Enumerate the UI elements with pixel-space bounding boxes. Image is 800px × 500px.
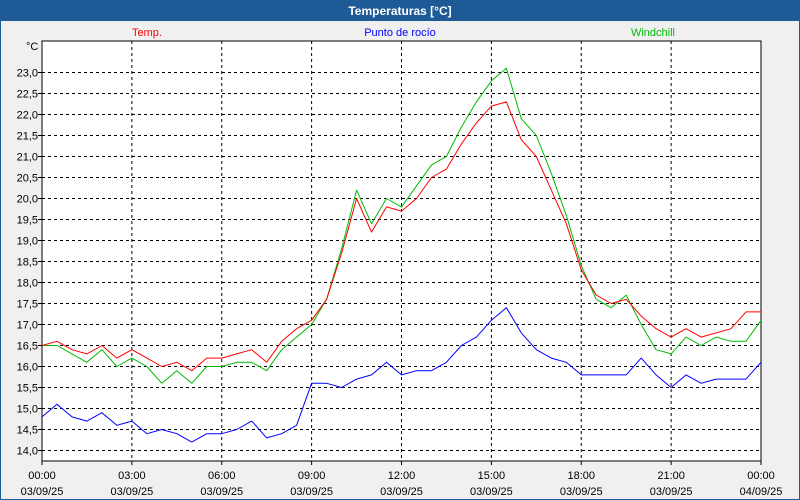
x-tick-time-label: 03:00 <box>118 470 146 482</box>
y-axis-ticks: 14,0 14,5 15,0 15,5 16,0 16,5 17,0 17,5 18,0 18,5… <box>17 68 42 458</box>
y-tick-label: 20,5 <box>17 173 38 185</box>
y-tick-label: 19,5 <box>17 215 38 227</box>
y-tick-label: 21,0 <box>17 152 38 164</box>
y-tick-label: 16,5 <box>17 341 38 353</box>
y-tick-label: 14,5 <box>17 425 38 437</box>
x-tick-time-label: 09:00 <box>298 470 326 482</box>
y-axis-unit-label: °C <box>26 41 38 53</box>
y-tick-label: 22,0 <box>17 110 38 122</box>
data-series <box>41 67 762 443</box>
x-tick-date-label: 03/09/25 <box>290 486 333 498</box>
y-tick-label: 15,5 <box>17 383 38 395</box>
y-tick-label: 18,0 <box>17 278 38 290</box>
x-tick-date-label: 03/09/25 <box>200 486 243 498</box>
y-tick-label: 18,5 <box>17 257 38 269</box>
legend-entry-dewpoint: Punto de rocío <box>364 27 436 39</box>
x-tick-date-label: 03/09/25 <box>470 486 513 498</box>
y-tick-label: 19,0 <box>17 236 38 248</box>
x-tick-date-label: 03/09/25 <box>650 486 693 498</box>
y-tick-label: 14,0 <box>17 446 38 458</box>
x-tick-time-label: 15:00 <box>478 470 506 482</box>
x-tick-date-label: 03/09/25 <box>21 486 64 498</box>
x-tick-date-label: 03/09/25 <box>110 486 153 498</box>
series-line-windchill <box>42 67 762 384</box>
x-tick-time-label: 12:00 <box>388 470 416 482</box>
series-line-dewpoint <box>41 307 762 443</box>
y-tick-label: 17,5 <box>17 299 38 311</box>
y-tick-label: 20,0 <box>17 194 38 206</box>
y-tick-label: 17,0 <box>17 320 38 332</box>
x-tick-time-label: 06:00 <box>208 470 236 482</box>
series-line-temp <box>41 101 761 372</box>
y-tick-label: 22,5 <box>17 89 38 101</box>
chart-title: Temperaturas [°C] <box>1 1 799 21</box>
x-tick-date-label: 03/09/25 <box>380 486 423 498</box>
grid-lines <box>42 41 761 461</box>
legend-entry-temp: Temp. <box>132 27 162 39</box>
x-tick-date-label: 04/09/25 <box>740 486 783 498</box>
y-tick-label: 15,0 <box>17 404 38 416</box>
x-tick-time-label: 21:00 <box>657 470 685 482</box>
x-tick-date-label: 03/09/25 <box>560 486 603 498</box>
x-tick-time-label: 00:00 <box>28 470 56 482</box>
x-tick-time-label: 18:00 <box>567 470 595 482</box>
y-tick-label: 21,5 <box>17 131 38 143</box>
x-tick-time-label: 00:00 <box>747 470 775 482</box>
y-tick-label: 16,0 <box>17 362 38 374</box>
legend-entry-windchill: Windchill <box>631 27 675 39</box>
y-tick-label: 23,0 <box>17 68 38 80</box>
x-axis-ticks: 00:00 03/09/25 03:00 03/09/25 06:00 03/09/25 0… <box>21 461 783 498</box>
